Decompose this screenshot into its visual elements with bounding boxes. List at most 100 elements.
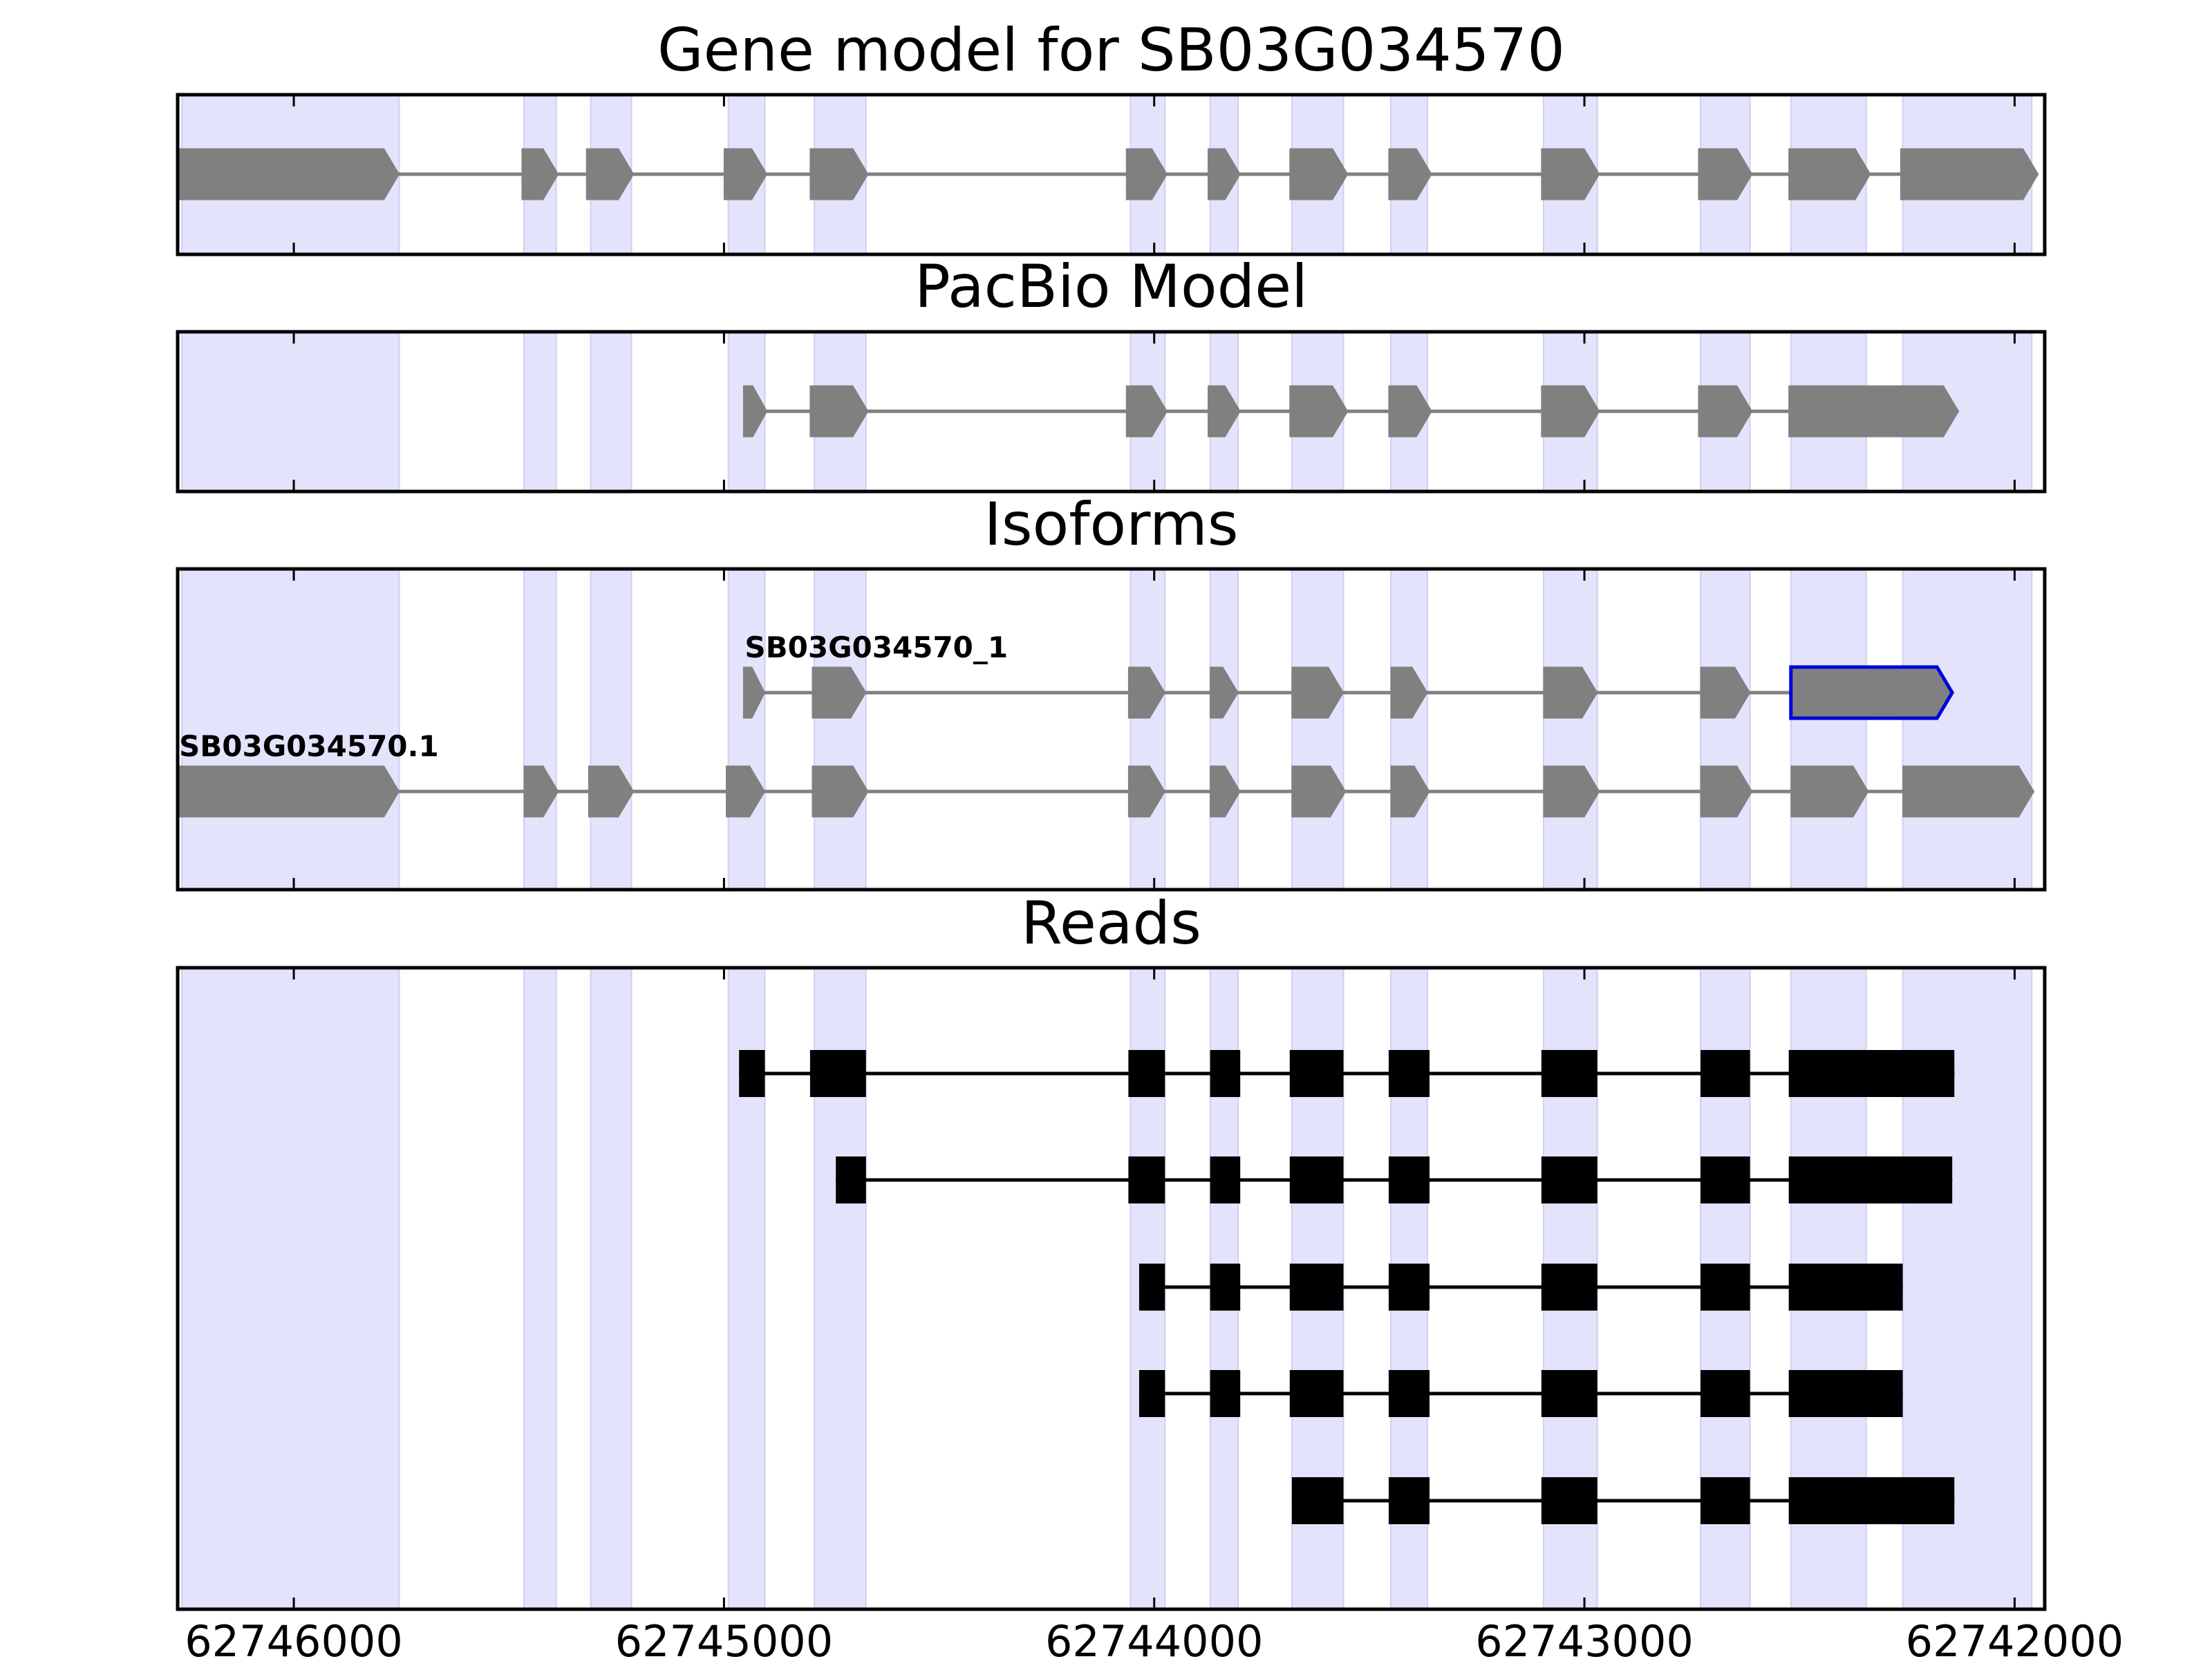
exon-highlight-bands xyxy=(181,569,2033,890)
exon-highlight-band xyxy=(1542,569,1598,890)
exon-arrow xyxy=(1210,765,1241,818)
exon-arrow xyxy=(1208,385,1241,438)
exon-arrow xyxy=(1127,765,1165,818)
panel-frame xyxy=(176,966,2047,1611)
exon-arrow xyxy=(1127,666,1165,719)
transcript-track: SB03G034570_1 xyxy=(742,630,1955,720)
exon-highlight-band xyxy=(1390,569,1428,890)
exon-arrow xyxy=(521,148,559,200)
exon-arrow xyxy=(1543,765,1600,818)
x-tick-label: 62742000 xyxy=(1906,1616,2124,1659)
panel-frame xyxy=(176,330,2047,494)
panel-title: Reads xyxy=(1021,889,1201,958)
exon-arrow xyxy=(588,765,635,818)
exon-arrow xyxy=(742,385,768,438)
exon-highlight-band xyxy=(590,968,632,1609)
exon-arrow xyxy=(1788,148,1871,200)
read-exon-block xyxy=(1541,1156,1597,1203)
x-tick-label: 62744000 xyxy=(1045,1616,1264,1659)
panel-3: Isoforms SB03G034570_1 SB03G034570.1 xyxy=(176,490,2047,892)
read-exon-block xyxy=(1700,1477,1750,1524)
isoform-label: SB03G034570_1 xyxy=(744,630,1008,664)
read-exon-block xyxy=(1388,1477,1430,1524)
exon-arrow xyxy=(1388,385,1432,438)
panels-layer: Gene model for SB03G034570 PacBio Model Is… xyxy=(176,16,2047,1611)
exon-arrow xyxy=(1900,148,2039,200)
read-exon-block xyxy=(1291,1477,1344,1524)
read-exon-block xyxy=(1388,1156,1430,1203)
panel-frame xyxy=(176,93,2047,256)
panel-title: PacBio Model xyxy=(915,252,1308,321)
transcript-track xyxy=(836,1156,1953,1203)
transcript-track: SB03G034570.1 xyxy=(177,729,2035,818)
read-exon-block xyxy=(1289,1156,1344,1203)
exon-highlight-band xyxy=(590,332,632,491)
exon-arrow xyxy=(177,148,400,200)
exon-highlight-band xyxy=(1209,569,1239,890)
read-exon-block xyxy=(1700,1156,1750,1203)
transcript-track xyxy=(177,148,2039,200)
exon-highlight-band xyxy=(523,968,557,1609)
read-exon-block xyxy=(1289,1050,1344,1097)
transcript-track xyxy=(1291,1477,1955,1524)
read-exon-block xyxy=(739,1050,765,1097)
transcript-track xyxy=(1138,1264,1903,1311)
read-exon-block xyxy=(1388,1050,1430,1097)
read-exon-block xyxy=(1210,1156,1241,1203)
exon-arrow xyxy=(812,666,867,719)
exon-arrow xyxy=(1788,385,1960,438)
x-axis: 62746000 62745000 62744000 62743000 62742000 xyxy=(185,1616,2124,1659)
transcript-track xyxy=(742,385,1960,438)
read-exon-block xyxy=(1289,1264,1344,1311)
read-exon-block xyxy=(1541,1050,1597,1097)
read-exon-block xyxy=(836,1156,866,1203)
read-exon-block xyxy=(1138,1264,1165,1311)
read-exon-block xyxy=(1700,1050,1750,1097)
exon-arrow xyxy=(1208,148,1241,200)
read-exon-block xyxy=(1541,1477,1597,1524)
exon-arrow xyxy=(1390,666,1428,719)
transcript-track xyxy=(739,1050,1955,1097)
exon-highlight-band xyxy=(523,569,557,890)
exon-arrow xyxy=(1541,385,1600,438)
exon-arrow xyxy=(1390,765,1430,818)
read-exon-block xyxy=(1700,1370,1750,1417)
read-exon-block xyxy=(1388,1264,1430,1311)
exon-arrow xyxy=(585,148,635,200)
read-exon-block xyxy=(1128,1156,1165,1203)
exon-arrow xyxy=(523,765,559,818)
panel-title: Isoforms xyxy=(984,490,1238,559)
read-exon-block xyxy=(1388,1370,1430,1417)
read-exon-block xyxy=(1210,1050,1241,1097)
exon-arrow xyxy=(1388,148,1432,200)
exon-highlight-band xyxy=(727,569,766,890)
exon-arrow xyxy=(812,765,869,818)
exon-arrow xyxy=(1790,765,1869,818)
exon-highlight-band xyxy=(181,332,400,491)
transcript-track xyxy=(1138,1370,1903,1417)
exon-arrow xyxy=(809,385,869,438)
exon-highlight-band xyxy=(181,968,400,1609)
exon-highlight-band xyxy=(181,569,400,890)
x-tick-label: 62745000 xyxy=(615,1616,834,1659)
panel-title: Gene model for SB03G034570 xyxy=(657,16,1565,85)
exon-arrow xyxy=(177,765,400,818)
exon-arrow xyxy=(1289,148,1349,200)
read-exon-block xyxy=(1788,1264,1903,1311)
exon-highlight-band xyxy=(814,569,867,890)
x-tick-label: 62746000 xyxy=(185,1616,403,1659)
read-exon-block xyxy=(1541,1370,1597,1417)
exon-arrow xyxy=(1541,148,1600,200)
exon-arrow xyxy=(1543,666,1598,719)
read-exon-block xyxy=(1788,1477,1955,1524)
panel-4: Reads xyxy=(176,889,2047,1611)
read-exon-block xyxy=(1210,1370,1241,1417)
exon-arrow xyxy=(1902,765,2035,818)
selected-exon-arrow xyxy=(1789,665,1955,720)
read-exon-block xyxy=(1128,1050,1165,1097)
exon-highlight-band xyxy=(1291,569,1344,890)
exon-highlight-band xyxy=(1700,569,1751,890)
read-exon-block xyxy=(1788,1050,1955,1097)
panel-2: PacBio Model xyxy=(176,252,2047,494)
